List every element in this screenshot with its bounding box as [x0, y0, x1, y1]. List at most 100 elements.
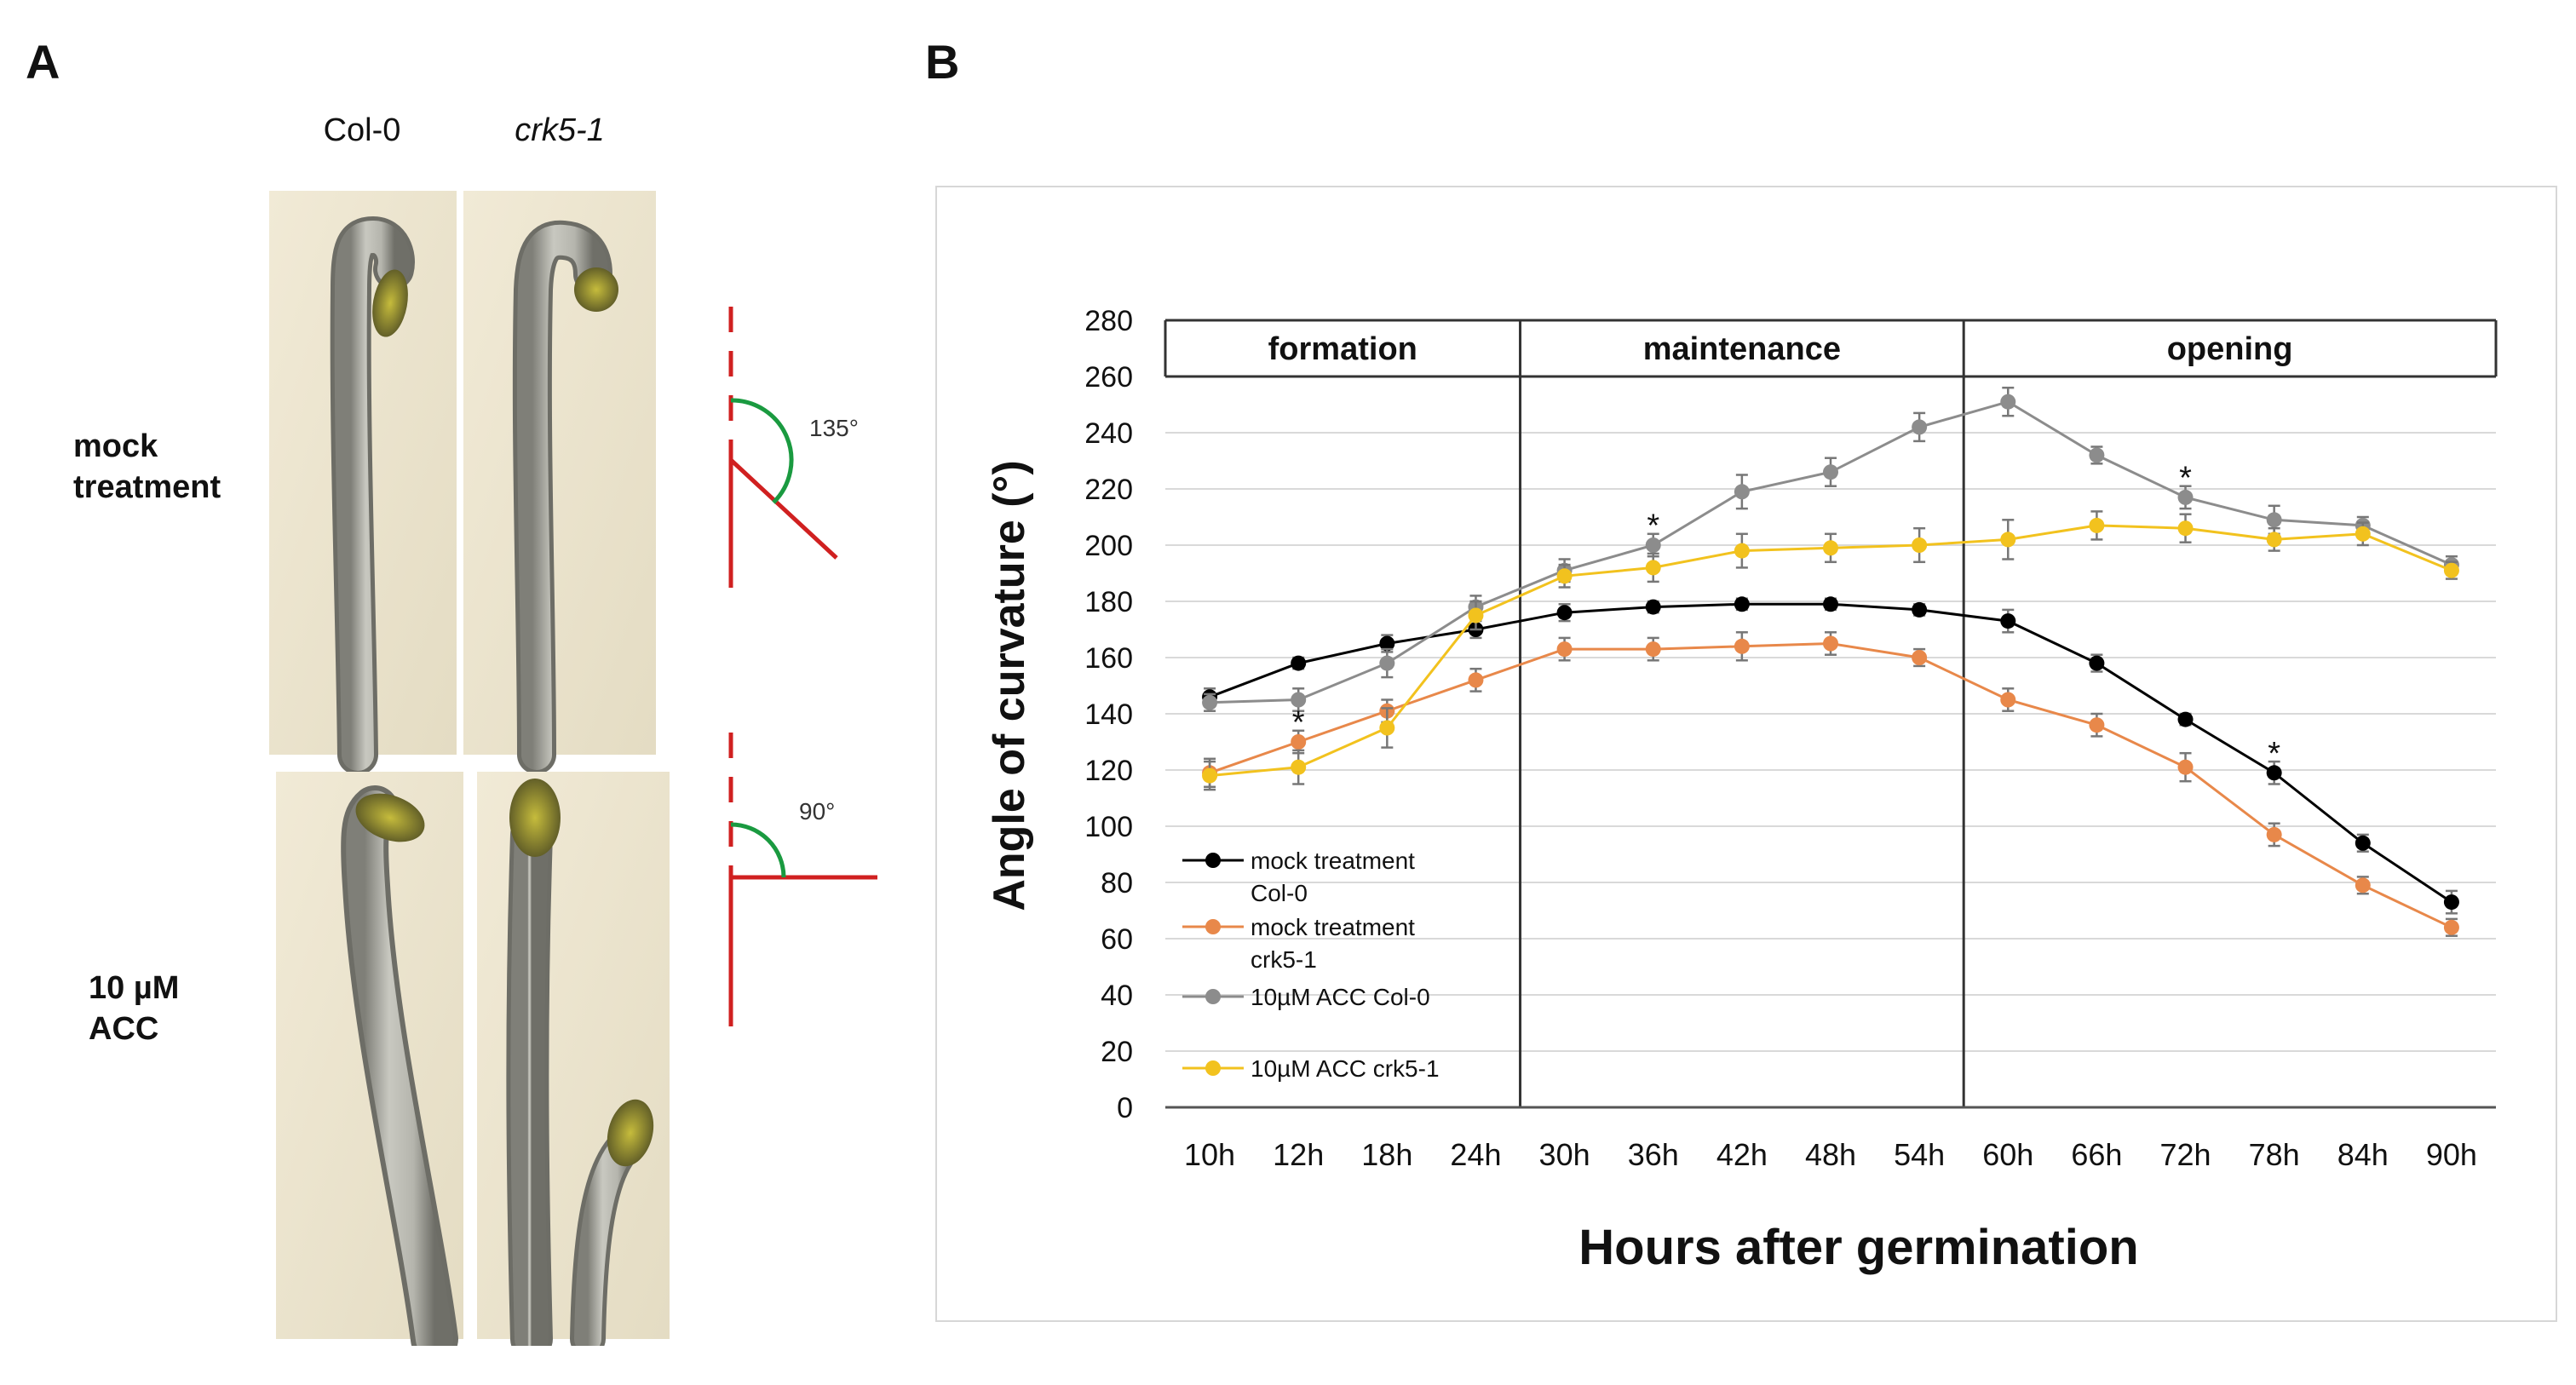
x-tick-label: 66h	[2071, 1137, 2122, 1172]
data-point	[1823, 464, 1838, 480]
angle-diagram-90: 90°	[728, 733, 877, 1026]
data-point	[1645, 560, 1661, 576]
data-point	[1734, 484, 1750, 500]
series-3	[1202, 510, 2459, 791]
significance-marker: *	[1647, 509, 1659, 544]
data-point	[1823, 635, 1838, 652]
phase-label: opening	[2167, 331, 2293, 367]
data-point	[1734, 596, 1750, 612]
data-point	[1468, 607, 1484, 624]
y-tick-label: 120	[1084, 755, 1133, 787]
phase-label: maintenance	[1643, 331, 1841, 367]
data-point	[1823, 596, 1838, 612]
x-tick-label: 24h	[1450, 1137, 1501, 1172]
legend-label: mock treatment	[1251, 914, 1415, 940]
x-tick-label: 90h	[2426, 1137, 2477, 1172]
data-point	[1291, 759, 1307, 775]
legend-label: 10µM ACC Col-0	[1251, 984, 1430, 1010]
data-point	[1202, 694, 1218, 710]
data-point	[2000, 692, 2016, 708]
panel-a-letter: A	[26, 35, 60, 89]
x-tick-label: 12h	[1273, 1137, 1324, 1172]
data-point	[1734, 543, 1750, 559]
row-label-mock-line1: mock	[73, 428, 158, 464]
x-tick-label: 18h	[1361, 1137, 1412, 1172]
data-point	[2355, 526, 2371, 542]
x-tick-label: 36h	[1628, 1137, 1679, 1172]
chart-frame: formation maintenance opening 0 20 40 60 80 100…	[935, 186, 2557, 1322]
legend-label: mock treatment	[1251, 848, 1415, 874]
y-tick-label: 0	[1117, 1092, 1133, 1124]
phase-boxes: formation maintenance opening	[1164, 319, 2498, 1107]
data-point	[2177, 520, 2194, 537]
annotations: * * * *	[1292, 460, 2280, 771]
row-label-acc-line2: ACC	[89, 1011, 159, 1047]
seedling-photo-grid	[269, 191, 670, 1346]
phase-label: formation	[1268, 331, 1417, 367]
row-label-mock-line2: treatment	[73, 469, 221, 505]
data-point	[2000, 532, 2016, 548]
photo-mock-crk5-1	[463, 191, 656, 774]
data-point	[2177, 759, 2194, 775]
data-point	[1202, 767, 1218, 784]
data-point	[2443, 894, 2459, 911]
data-point	[2443, 919, 2459, 935]
data-point	[2266, 512, 2282, 528]
axes: 0 20 40 60 80 100 120 140 160 180 200 220 240 260 280 1…	[1084, 305, 2496, 1172]
data-point	[1379, 720, 1395, 736]
y-tick-label: 180	[1084, 586, 1133, 618]
x-tick-label: 42h	[1716, 1137, 1768, 1172]
significance-marker: *	[1292, 705, 1305, 741]
photo-acc-crk5-1	[477, 772, 670, 1346]
data-point	[2089, 447, 2105, 463]
y-axis-title: Angle of curvature (°)	[985, 460, 1034, 911]
data-point	[2177, 711, 2194, 727]
data-point	[1379, 655, 1395, 671]
line-chart: formation maintenance opening 0 20 40 60 80 100…	[985, 305, 2498, 1275]
legend-marker	[1205, 1060, 1221, 1076]
legend-entry-0: mock treatment Col-0	[1182, 848, 1415, 906]
data-point	[2089, 717, 2105, 733]
data-point	[1645, 641, 1661, 658]
data-point	[1912, 419, 1928, 435]
data-point	[2089, 655, 2105, 671]
y-tick-label: 220	[1084, 474, 1133, 506]
legend-entry-1: mock treatment crk5-1	[1182, 914, 1415, 973]
data-point	[1379, 635, 1395, 652]
significance-marker: *	[2179, 460, 2192, 496]
data-point	[1291, 655, 1307, 671]
data-point	[1556, 641, 1573, 658]
legend-entry-2: 10µM ACC Col-0	[1182, 984, 1430, 1010]
series-group	[1202, 386, 2459, 937]
data-point	[2000, 394, 2016, 410]
angle-diagrams: 135° 90°	[728, 307, 877, 1026]
data-point	[1556, 605, 1573, 621]
x-tick-label: 78h	[2249, 1137, 2300, 1172]
row-label-acc: 10 µM ACC	[89, 968, 179, 1049]
y-tick-label: 140	[1084, 698, 1133, 731]
panel-b-letter: B	[925, 35, 960, 89]
data-point	[2177, 489, 2194, 505]
legend-entry-3: 10µM ACC crk5-1	[1182, 1055, 1440, 1082]
y-tick-label: 280	[1084, 305, 1133, 337]
data-point	[1556, 568, 1573, 584]
diagonal-line	[729, 458, 838, 560]
y-tick-label: 40	[1101, 980, 1133, 1012]
data-point	[1468, 672, 1484, 688]
gridlines	[1165, 319, 2496, 1052]
data-point	[1823, 540, 1838, 556]
angle-arc-135	[730, 398, 794, 504]
legend: mock treatment Col-0 mock treatment crk5-1 1…	[1182, 848, 1440, 1082]
legend-label: crk5-1	[1251, 946, 1317, 973]
x-tick-label: 72h	[2159, 1137, 2211, 1172]
legend-marker	[1205, 989, 1221, 1004]
angle-label-135: 135°	[809, 415, 859, 441]
data-point	[2266, 765, 2282, 781]
angle-label-90: 90°	[799, 798, 835, 825]
column-label-col0: Col-0	[323, 112, 401, 148]
data-point	[1291, 734, 1307, 750]
data-point	[2355, 835, 2371, 851]
y-tick-label: 240	[1084, 417, 1133, 450]
significance-marker: *	[2268, 736, 2280, 772]
y-tick-label: 20	[1101, 1036, 1133, 1068]
